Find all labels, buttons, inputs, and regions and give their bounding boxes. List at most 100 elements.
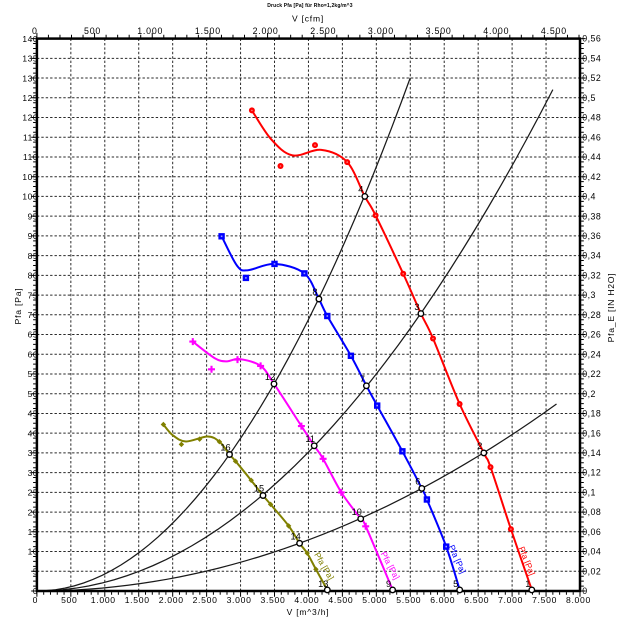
svg-text:0,2: 0,2: [582, 389, 596, 399]
svg-text:7.500: 7.500: [532, 595, 557, 605]
svg-text:135: 135: [22, 54, 38, 64]
svg-text:0,32: 0,32: [582, 270, 601, 280]
svg-text:4.500: 4.500: [541, 26, 567, 36]
svg-text:0: 0: [33, 586, 38, 596]
svg-text:3: 3: [414, 302, 419, 312]
svg-text:0,3: 0,3: [582, 290, 596, 300]
svg-text:4.500: 4.500: [328, 595, 353, 605]
svg-text:5.500: 5.500: [396, 595, 421, 605]
svg-text:0,08: 0,08: [582, 507, 601, 517]
svg-text:80: 80: [28, 271, 39, 281]
svg-text:5: 5: [453, 579, 458, 589]
svg-text:75: 75: [28, 290, 39, 300]
svg-text:0,24: 0,24: [582, 349, 601, 359]
svg-text:0,46: 0,46: [582, 132, 601, 142]
svg-text:25: 25: [28, 488, 39, 498]
svg-text:1.000: 1.000: [137, 26, 163, 36]
svg-text:0,26: 0,26: [582, 330, 601, 340]
svg-text:0,14: 0,14: [582, 448, 601, 458]
svg-text:110: 110: [23, 152, 38, 162]
svg-text:11: 11: [305, 434, 315, 444]
svg-text:0,02: 0,02: [582, 566, 601, 576]
svg-text:12: 12: [265, 372, 275, 382]
svg-text:16: 16: [220, 443, 230, 453]
svg-text:6.500: 6.500: [464, 595, 489, 605]
svg-text:2.500: 2.500: [193, 595, 218, 605]
svg-text:15: 15: [254, 484, 264, 494]
svg-text:8: 8: [312, 287, 317, 297]
svg-text:0,42: 0,42: [582, 172, 601, 182]
svg-text:Pfa_E [IN H2O]: Pfa_E [IN H2O]: [606, 273, 616, 343]
svg-text:4.000: 4.000: [483, 26, 509, 36]
svg-text:V [m^3/h]: V [m^3/h]: [287, 607, 330, 617]
svg-text:0,44: 0,44: [582, 152, 601, 162]
svg-text:100: 100: [22, 192, 38, 202]
svg-text:14: 14: [290, 532, 300, 542]
svg-text:V [cfm]: V [cfm]: [292, 13, 324, 23]
svg-text:0,38: 0,38: [582, 211, 601, 221]
svg-text:6: 6: [415, 477, 420, 487]
svg-text:40: 40: [28, 428, 39, 438]
svg-text:6.000: 6.000: [430, 595, 455, 605]
svg-text:0: 0: [582, 586, 587, 596]
svg-text:0,56: 0,56: [582, 34, 601, 44]
svg-text:0,18: 0,18: [582, 409, 601, 419]
svg-text:13: 13: [318, 579, 328, 589]
svg-text:0,34: 0,34: [582, 251, 601, 261]
svg-text:1.500: 1.500: [195, 26, 221, 36]
svg-text:5.000: 5.000: [362, 595, 387, 605]
svg-text:130: 130: [22, 73, 38, 83]
svg-text:0,04: 0,04: [582, 547, 601, 557]
svg-text:70: 70: [28, 310, 39, 320]
svg-text:0,28: 0,28: [582, 310, 601, 320]
svg-text:20: 20: [28, 507, 39, 517]
svg-text:10: 10: [352, 507, 362, 517]
svg-text:7.000: 7.000: [498, 595, 523, 605]
svg-text:90: 90: [28, 231, 39, 241]
svg-text:8.000: 8.000: [566, 595, 591, 605]
svg-text:9: 9: [386, 579, 391, 589]
svg-text:4: 4: [358, 185, 363, 195]
svg-text:0,5: 0,5: [582, 93, 596, 103]
svg-text:30: 30: [28, 468, 39, 478]
svg-text:15: 15: [28, 527, 39, 537]
svg-text:0: 0: [33, 595, 38, 605]
svg-text:1: 1: [525, 579, 530, 589]
svg-text:2: 2: [477, 441, 482, 451]
svg-text:0,4: 0,4: [582, 192, 596, 202]
svg-text:0,48: 0,48: [582, 113, 601, 123]
svg-text:0,54: 0,54: [582, 53, 601, 63]
svg-text:3.000: 3.000: [368, 26, 394, 36]
svg-text:0,06: 0,06: [582, 527, 601, 537]
svg-text:Pfa [Pa]: Pfa [Pa]: [13, 288, 23, 325]
svg-text:35: 35: [28, 448, 39, 458]
svg-text:4.000: 4.000: [294, 595, 319, 605]
svg-text:2.000: 2.000: [253, 26, 279, 36]
svg-text:50: 50: [28, 389, 39, 399]
svg-text:3.000: 3.000: [227, 595, 252, 605]
svg-text:0,52: 0,52: [582, 73, 601, 83]
svg-text:0,12: 0,12: [582, 468, 601, 478]
svg-text:7: 7: [360, 374, 365, 384]
svg-text:0,1: 0,1: [582, 488, 596, 498]
svg-text:2.000: 2.000: [159, 595, 184, 605]
svg-text:0: 0: [32, 26, 38, 36]
svg-text:105: 105: [22, 172, 38, 182]
svg-text:Druck Pfa [Pa] für Rho=1,2kg/m: Druck Pfa [Pa] für Rho=1,2kg/m^3: [267, 3, 352, 9]
svg-text:500: 500: [84, 26, 101, 36]
svg-text:0,22: 0,22: [582, 369, 601, 379]
svg-text:2.500: 2.500: [310, 26, 336, 36]
svg-text:65: 65: [28, 330, 39, 340]
svg-text:1.000: 1.000: [91, 595, 116, 605]
svg-text:3.500: 3.500: [260, 595, 285, 605]
svg-text:85: 85: [28, 251, 39, 261]
svg-text:55: 55: [28, 369, 39, 379]
svg-text:0,16: 0,16: [582, 428, 601, 438]
svg-text:500: 500: [61, 595, 77, 605]
svg-text:3.500: 3.500: [426, 26, 452, 36]
svg-text:45: 45: [28, 409, 39, 419]
svg-text:60: 60: [28, 350, 39, 360]
svg-text:120: 120: [22, 113, 38, 123]
svg-text:5: 5: [33, 567, 38, 577]
svg-text:0,36: 0,36: [582, 231, 601, 241]
